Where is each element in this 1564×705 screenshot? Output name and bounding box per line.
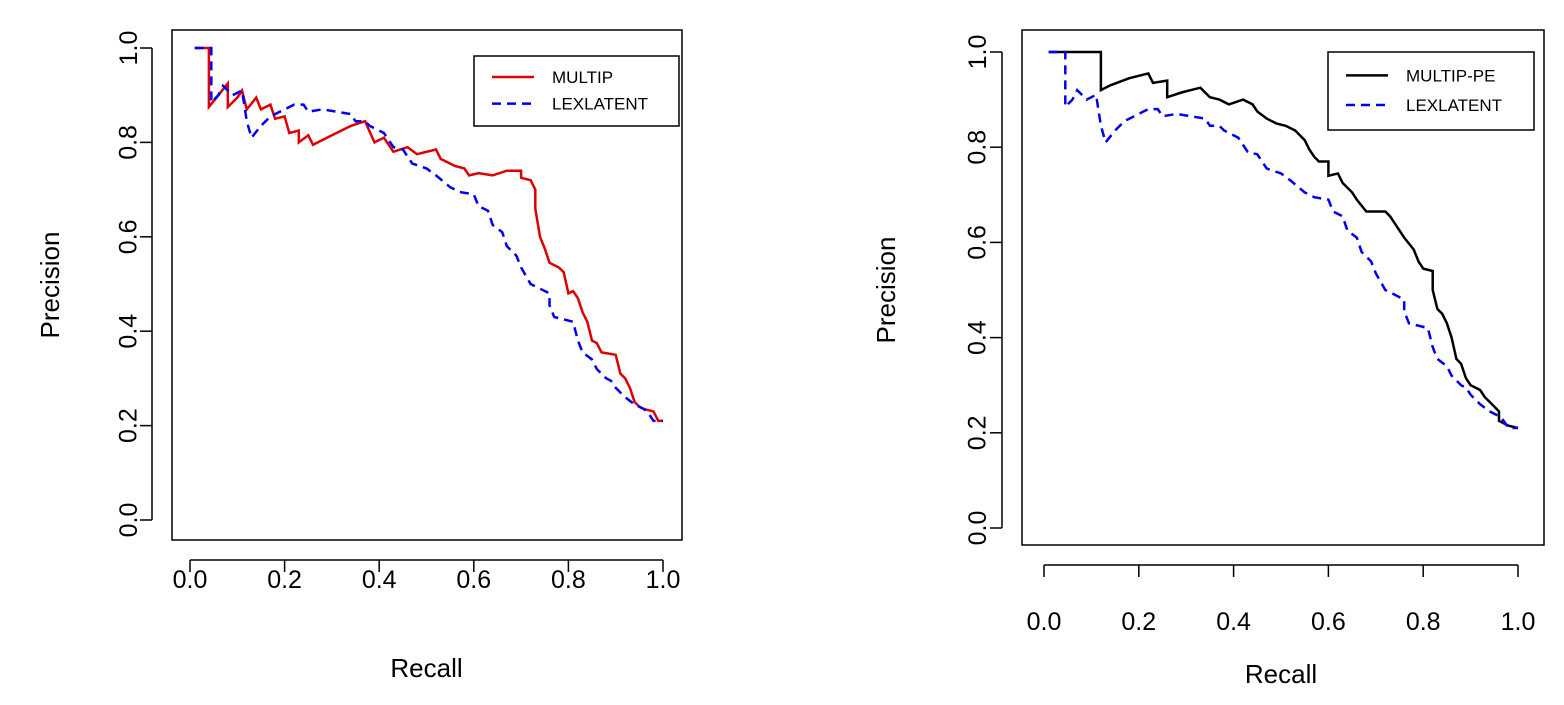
chart-1-x-tick-label: 0.2 xyxy=(267,566,302,594)
chart-2-x-tick-label: 0.0 xyxy=(1027,608,1062,636)
chart-1-y-tick-label: 0.6 xyxy=(115,219,143,254)
chart-1-y-tick-label: 0.0 xyxy=(115,503,143,538)
chart-1-y-tick-label: 0.2 xyxy=(115,408,143,443)
chart-1-series-multip-line xyxy=(194,46,663,423)
chart-2-y-axis-label: Precision xyxy=(871,237,901,344)
chart-1-series-lexlatent-line xyxy=(194,46,663,423)
chart-2-legend: MULTIP-PE LEXLATENT xyxy=(1327,51,1535,131)
chart-1-y-tick-label: 0.4 xyxy=(115,314,143,349)
chart-2-series-lexlatent-line xyxy=(1048,50,1518,430)
chart-2-y-tick-label: 0.4 xyxy=(964,320,992,355)
chart-2-x-tick-label: 0.8 xyxy=(1406,608,1441,636)
chart-2-x-axis-label: Recall xyxy=(1245,659,1317,689)
chart-2-legend-box xyxy=(1327,51,1535,131)
chart-2-y-tick-label: 1.0 xyxy=(964,35,992,70)
chart-1-x-tick-label: 0.0 xyxy=(173,566,208,594)
chart-right: 0.0 0.2 0.4 0.6 0.8 1.0 0.0 0.2 0.4 0.6 0.8 1.0 Reca… xyxy=(871,29,1545,689)
chart-2-y-tick-label: 0.2 xyxy=(964,415,992,450)
chart-2-x-tick-label: 0.4 xyxy=(1216,608,1251,636)
chart-1-x-tick-label: 0.4 xyxy=(362,566,397,594)
chart-1-legend: MULTIP LEXLATENT xyxy=(473,55,680,127)
chart-1-y-axis-label: Precision xyxy=(35,232,65,339)
chart-1-plot-frame xyxy=(171,29,683,541)
chart-1-x-tick-label: 0.6 xyxy=(456,566,491,594)
chart-1-legend-label: LEXLATENT xyxy=(552,95,648,114)
chart-2-y-tick-label: 0.8 xyxy=(964,130,992,165)
chart-1-x-axis-label: Recall xyxy=(390,653,462,683)
chart-2-legend-label: MULTIP-PE xyxy=(1406,66,1495,85)
chart-2-series-multip-pe-line xyxy=(1048,50,1519,430)
chart-2-y-tick-label: 0.6 xyxy=(964,225,992,260)
chart-2-x-tick-label: 0.2 xyxy=(1121,608,1156,636)
chart-2-x-tick-label: 1.0 xyxy=(1501,608,1536,636)
chart-1-x-tick-label: 1.0 xyxy=(646,566,681,594)
chart-1-y-tick-label: 1.0 xyxy=(115,31,143,66)
chart-1-legend-label: MULTIP xyxy=(552,68,613,87)
chart-left: 0.0 0.2 0.4 0.6 0.8 1.0 0.0 0.2 0.4 0.6 0.8 1.0 Reca… xyxy=(35,29,683,683)
chart-2-x-tick-label: 0.6 xyxy=(1311,608,1346,636)
chart-1-y-tick-label: 0.8 xyxy=(115,125,143,160)
chart-2-legend-label: LEXLATENT xyxy=(1406,96,1502,115)
chart-2-plot-frame xyxy=(1021,29,1545,546)
chart-2-y-tick-label: 0.0 xyxy=(964,511,992,546)
chart-1-x-tick-label: 0.8 xyxy=(551,566,586,594)
chart-1-legend-box xyxy=(473,55,680,127)
